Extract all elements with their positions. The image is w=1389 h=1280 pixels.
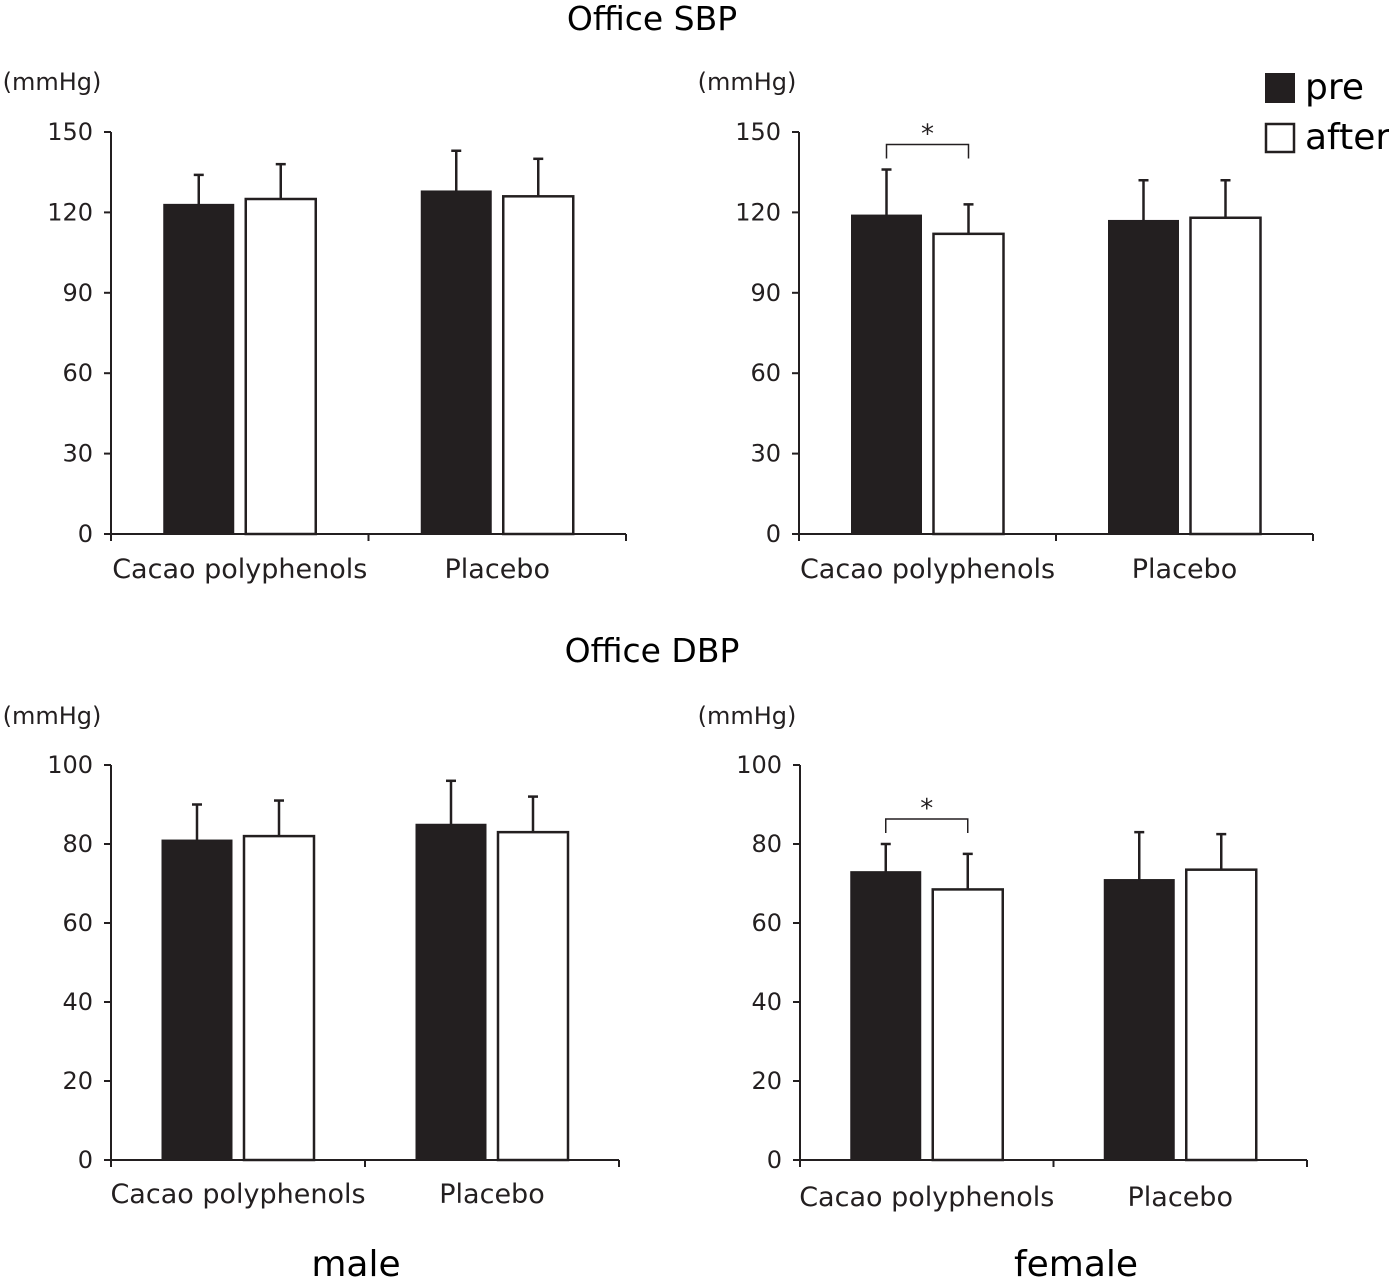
bar-pre-placebo [1103, 879, 1175, 1161]
y-tick-label: 150 [47, 118, 93, 146]
sbp-section-title: Office SBP [567, 0, 737, 38]
y-tick-label: 150 [735, 118, 781, 146]
y-tick-label: 0 [78, 1146, 93, 1174]
x-category-label: Cacao polyphenols [799, 1182, 1054, 1213]
x-category-label: Cacao polyphenols [110, 1179, 365, 1210]
dbp-section-title: Office DBP [565, 631, 740, 670]
y-tick-label: 0 [78, 520, 93, 548]
legend-pre-label: pre [1305, 67, 1364, 108]
bar-pre-cacao-polyphenols [850, 871, 922, 1161]
bar-after-placebo [502, 195, 575, 536]
y-tick-label: 60 [751, 909, 782, 937]
significance-bracket [885, 818, 969, 833]
x-category-label: Placebo [445, 554, 550, 585]
legend-after-label: after [1305, 117, 1389, 158]
y-axis-unit-label: (mmHg) [698, 702, 797, 730]
bar-after-cacao-polyphenols [932, 232, 1005, 536]
chart-dbp-male: (mmHg) 0 20 40 60 80 100 Cacao polyphenols Place… [3, 702, 620, 1210]
y-axis-unit-label: (mmHg) [698, 68, 797, 96]
bar-after-cacao-polyphenols [242, 834, 316, 1162]
y-tick-label: 100 [736, 751, 782, 779]
bar-pre-cacao-polyphenols [163, 203, 235, 535]
y-tick-label: 20 [62, 1067, 93, 1095]
significance-marker: * [921, 120, 934, 150]
y-tick-label: 40 [62, 988, 93, 1016]
chart-dbp-female: (mmHg) 0 20 40 60 80 100 Cacao polyphenols Place… [698, 702, 1308, 1213]
x-category-label: Placebo [1132, 554, 1237, 585]
bar-after-placebo [496, 830, 570, 1162]
significance-bracket [885, 143, 970, 159]
y-tick-label: 20 [751, 1067, 782, 1095]
female-panel-label: female [1014, 1244, 1138, 1280]
bar-pre-cacao-polyphenols [161, 839, 233, 1161]
bar-pre-cacao-polyphenols [851, 214, 922, 535]
chart-sbp-male: (mmHg) 0 30 60 90 120 150 Cacao polyphenols Plac… [3, 68, 627, 585]
y-tick-label: 80 [62, 830, 93, 858]
significance-marker: * [920, 794, 933, 824]
x-category-label: Cacao polyphenols [800, 554, 1055, 585]
male-panel-label: male [311, 1244, 400, 1280]
charts: (mmHg) 0 30 60 90 120 150 Cacao polyphenols Plac… [3, 68, 1314, 1213]
y-tick-label: 120 [47, 198, 93, 226]
bar-after-placebo [1185, 868, 1258, 1162]
x-category-label: Cacao polyphenols [112, 554, 367, 585]
chart-sbp-female: (mmHg) 0 30 60 90 120 150 Cacao polyphenols Plac… [698, 68, 1314, 585]
y-tick-label: 30 [750, 440, 781, 468]
bar-after-placebo [1189, 216, 1262, 536]
x-category-label: Placebo [1128, 1182, 1233, 1213]
bar-pre-placebo [415, 823, 487, 1161]
y-tick-label: 30 [62, 440, 93, 468]
legend-after-swatch [1264, 122, 1296, 154]
bar-pre-placebo [1108, 219, 1179, 535]
bar-pre-placebo [420, 190, 492, 535]
bar-after-cacao-polyphenols [931, 888, 1004, 1162]
x-category-label: Placebo [439, 1179, 544, 1210]
y-tick-label: 40 [751, 988, 782, 1016]
legend-pre-swatch [1265, 73, 1295, 103]
y-tick-label: 60 [750, 359, 781, 387]
y-tick-label: 60 [62, 359, 93, 387]
y-tick-label: 90 [62, 279, 93, 307]
legend: pre after [1264, 67, 1389, 158]
y-tick-label: 0 [766, 520, 781, 548]
y-tick-label: 120 [735, 198, 781, 226]
bar-after-cacao-polyphenols [244, 197, 317, 536]
y-axis-unit-label: (mmHg) [3, 68, 102, 96]
y-tick-label: 90 [750, 279, 781, 307]
y-tick-label: 60 [62, 909, 93, 937]
y-tick-label: 100 [47, 751, 93, 779]
y-axis-unit-label: (mmHg) [3, 702, 102, 730]
y-tick-label: 0 [767, 1146, 782, 1174]
y-tick-label: 80 [751, 830, 782, 858]
